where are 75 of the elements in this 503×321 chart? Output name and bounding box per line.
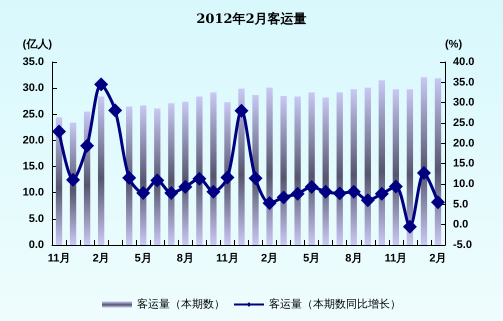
point (220, 170, 234, 184)
bar (322, 98, 329, 245)
point (430, 195, 445, 210)
y-tick-label: 15.0 (22, 160, 44, 173)
x-tick-label: 2月 (260, 252, 278, 264)
point (360, 193, 375, 208)
chart-title: 2012年2月客运量 (196, 11, 307, 27)
x-tick-label: 5月 (134, 252, 152, 264)
bar (168, 103, 174, 245)
y2-tick-label: -5.0 (453, 239, 472, 251)
point (164, 186, 178, 200)
point (52, 124, 66, 139)
y-tick-label: 0.0 (28, 239, 44, 251)
bar (140, 105, 146, 245)
bar (98, 96, 104, 245)
y2-tick-label: 25.0 (453, 117, 474, 129)
point (248, 171, 263, 186)
point (374, 186, 389, 201)
bar (336, 92, 343, 245)
point (416, 166, 431, 180)
point (402, 220, 417, 234)
bar (350, 89, 357, 245)
y2-tick-label: 35.0 (453, 76, 474, 88)
y-axis-title: (亿人) (22, 38, 52, 50)
point (150, 173, 164, 188)
point (94, 77, 108, 92)
bar (364, 88, 371, 245)
bar (308, 92, 315, 245)
y2-tick-label: 0.0 (453, 218, 468, 231)
point (192, 172, 206, 186)
y2-tick-label: 5.0 (453, 198, 468, 210)
point (66, 172, 80, 187)
point (332, 186, 347, 200)
legend-label: 客运量（本期数同比增长） (269, 298, 401, 310)
point (136, 186, 150, 200)
bar (154, 108, 160, 245)
x-tick-label: 2月 (429, 252, 447, 264)
bar (378, 80, 385, 245)
y2-tick-label: 10.0 (453, 178, 474, 190)
x-tick-label: 11月 (216, 252, 239, 264)
y-tick-label: 25.0 (22, 108, 44, 120)
legend-label: 客运量（本期数） (137, 298, 225, 310)
point (178, 180, 192, 194)
y2-tick-label: 40.0 (453, 56, 474, 68)
point (122, 170, 136, 185)
point (318, 184, 333, 199)
point (276, 190, 291, 204)
y2-tick-label: 30.0 (453, 96, 474, 109)
point (206, 184, 220, 199)
y-tick-label: 10.0 (22, 186, 44, 199)
y2-axis-title: (%) (445, 38, 462, 50)
y2-tick-label: 15.0 (453, 158, 474, 170)
x-tick-label: 8月 (345, 252, 362, 264)
point (80, 138, 94, 153)
point (234, 104, 248, 118)
point (108, 103, 122, 118)
x-tick-label: 2月 (92, 252, 110, 264)
y-tick-label: 20.0 (22, 134, 44, 146)
x-tick-label: 11月 (384, 252, 408, 264)
point (346, 184, 361, 199)
x-tick-label: 8月 (176, 252, 194, 264)
y2-tick-label: 20.0 (453, 137, 474, 150)
bar (196, 96, 203, 245)
y-tick-label: 30.0 (22, 82, 44, 94)
point (304, 180, 319, 194)
y-tick-label: 35.0 (22, 56, 44, 68)
y-tick-label: 5.0 (28, 212, 44, 225)
bar (392, 89, 400, 245)
x-tick-label: 11月 (48, 252, 70, 264)
x-tick-label: 5月 (303, 252, 320, 264)
point (290, 186, 305, 201)
bar (294, 96, 301, 245)
bar (182, 102, 188, 245)
point (388, 179, 403, 194)
point (262, 196, 277, 210)
